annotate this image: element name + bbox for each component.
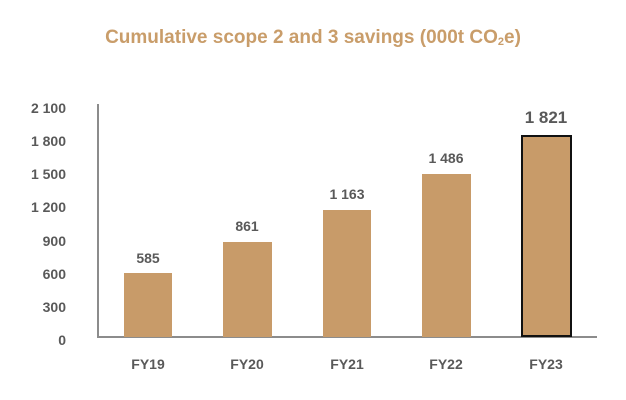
value-label-fy22: 1 486 — [428, 150, 464, 166]
x-axis-line — [97, 336, 597, 338]
x-tick-label-fy21: FY21 — [330, 356, 364, 372]
y-tick-label: 1 800 — [30, 133, 66, 149]
bar-fy21 — [323, 210, 371, 337]
x-tick-label-fy23: FY23 — [529, 356, 563, 372]
value-label-fy19: 585 — [136, 250, 160, 266]
y-tick-label: 2 100 — [30, 100, 66, 116]
y-tick-label: 600 — [42, 266, 66, 282]
bar-fy23-highlighted — [521, 135, 572, 337]
y-tick-label: 0 — [58, 332, 66, 348]
value-label-fy21: 1 163 — [329, 186, 365, 202]
bar-fy20 — [223, 242, 272, 337]
chart-title: Cumulative scope 2 and 3 savings (000t C… — [105, 27, 521, 48]
value-label-fy23: 1 821 — [524, 108, 568, 127]
y-tick-label: 300 — [42, 299, 66, 315]
x-tick-label-fy20: FY20 — [230, 356, 264, 372]
bar-fy19 — [124, 273, 172, 337]
y-axis-line — [97, 104, 99, 338]
y-tick-label: 1 200 — [30, 199, 66, 215]
y-tick-label: 900 — [42, 233, 66, 249]
x-tick-label-fy22: FY22 — [429, 356, 463, 372]
value-label-fy20: 861 — [235, 218, 259, 234]
bar-fy22 — [422, 174, 471, 337]
y-tick-label: 1 500 — [30, 166, 66, 182]
x-tick-label-fy19: FY19 — [131, 356, 165, 372]
